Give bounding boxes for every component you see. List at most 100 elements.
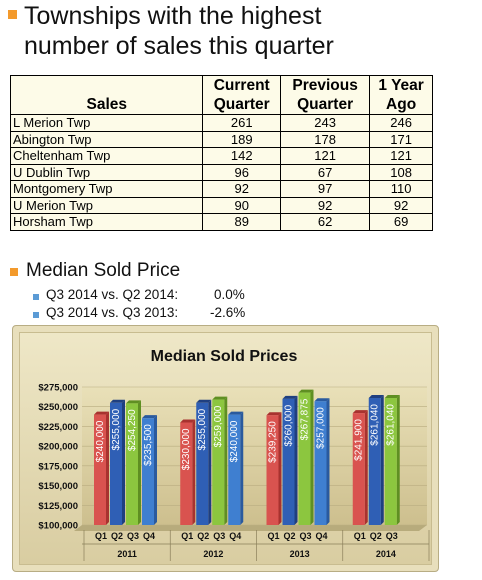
bar-side [192, 419, 196, 525]
median-sold-prices-chart: Median Sold Prices $100,000 $125,000 $150,… [38, 348, 430, 561]
x-quarter-label: Q1 [95, 531, 107, 541]
x-year-label: 2013 [290, 549, 310, 559]
bar-top [212, 396, 228, 400]
median-heading: Median Sold Price [26, 260, 181, 281]
x-quarter-label: Q3 [127, 531, 139, 541]
header-previous: Previous Quarter [279, 75, 371, 115]
bar-2011-q3 [126, 403, 138, 525]
median-item-2-bullet-icon [33, 312, 39, 318]
previous-quarter-value: 121 [279, 147, 371, 165]
median-item-2-value: -2.6% [210, 305, 246, 320]
bar-2013-q4 [314, 401, 327, 525]
year-ago-value: 108 [369, 163, 433, 181]
x-quarter-label: Q2 [370, 531, 382, 541]
bar-side [208, 399, 212, 525]
y-tick-label: $250,000 [38, 402, 78, 413]
median-item-1-bullet-icon [33, 294, 39, 300]
bar-2012-q3 [212, 399, 225, 525]
bar-top [314, 398, 330, 402]
header-current-line2: Quarter [213, 96, 270, 113]
previous-quarter-value: 62 [279, 213, 371, 231]
median-item-1-label: Q3 2014 vs. Q2 2014: [46, 287, 179, 302]
table-row: Montgomery Twp 92 97 110 [9, 180, 433, 198]
chart-title: Median Sold Prices [151, 348, 298, 365]
x-quarter-label: Q2 [283, 531, 295, 541]
bar-side [138, 400, 141, 525]
x-quarter-label: Q1 [354, 531, 366, 541]
township-name: L Merion Twp [9, 114, 204, 132]
year-ago-value: 110 [369, 180, 433, 198]
bar-side [364, 410, 368, 525]
x-quarter-label: Q3 [213, 531, 225, 541]
title-bullet-icon [8, 10, 17, 19]
bar-top [298, 389, 314, 393]
year-ago-value: 121 [369, 147, 433, 165]
bar-value-label: $240,000 [95, 420, 106, 462]
page-title-line1: Townships with the highest [24, 2, 322, 30]
x-quarter-label: Q2 [111, 531, 123, 541]
bar-top [282, 395, 298, 399]
median-item-2-label: Q3 2014 vs. Q3 2013: [46, 305, 179, 320]
previous-quarter-value: 92 [279, 196, 371, 214]
y-tick-label: $100,000 [38, 521, 78, 532]
sales-table: Sales Current Quarter Previous Quarter 1… [9, 75, 433, 231]
page-title-line2: number of sales this quarter [24, 32, 334, 60]
year-ago-value: 69 [369, 213, 433, 231]
x-year-label: 2011 [117, 549, 137, 559]
bar-2014-q3 [384, 398, 397, 525]
bar-2014-q1 [352, 413, 365, 525]
bar-2013-q3 [298, 392, 311, 525]
bar-2011-q1 [94, 414, 106, 525]
x-quarter-label: Q4 [143, 531, 155, 541]
current-quarter-value: 261 [202, 114, 281, 132]
bar-2011-q2 [110, 402, 122, 525]
bar-side [310, 389, 314, 525]
bar-2014-q2 [368, 398, 381, 525]
bar-value-label: $255,000 [111, 408, 122, 450]
x-quarter-label: Q1 [267, 531, 279, 541]
bar-value-label: $261,040 [370, 404, 381, 446]
previous-quarter-value: 97 [279, 180, 371, 198]
bar-top [228, 411, 244, 415]
bar-top [180, 419, 196, 423]
bar-top [126, 400, 141, 404]
bar-side [224, 396, 228, 525]
x-year-label: 2014 [376, 549, 396, 559]
bar-side [154, 415, 157, 525]
median-bullet-icon [10, 268, 18, 276]
previous-quarter-value: 243 [279, 114, 371, 132]
bar-top [368, 395, 384, 399]
bar-value-label: $230,000 [181, 428, 192, 470]
bar-side [326, 398, 330, 525]
bar-2012-q2 [196, 402, 209, 525]
header-sales-label: Sales [86, 96, 127, 113]
current-quarter-value: 96 [202, 163, 281, 181]
year-ago-value: 246 [369, 114, 433, 132]
bar-side [240, 411, 244, 525]
bar-side [106, 411, 109, 525]
header-year-ago: 1 Year Ago [369, 75, 433, 115]
header-year-ago-line2: Ago [386, 96, 417, 113]
table-header-row: Sales Current Quarter Previous Quarter 1… [9, 75, 433, 115]
bar-value-label: $261,040 [386, 404, 397, 446]
y-tick-label: $225,000 [38, 422, 78, 433]
x-quarter-label: Q4 [229, 531, 241, 541]
township-name: Abington Twp [9, 130, 204, 148]
bar-top [352, 410, 368, 414]
current-quarter-value: 89 [202, 213, 281, 231]
table-row: Abington Twp 189 178 171 [9, 130, 433, 148]
median-item-1-value: 0.0% [214, 287, 245, 302]
bar-value-label: $260,000 [284, 404, 295, 446]
x-year-label: 2012 [203, 549, 223, 559]
township-name: U Merion Twp [9, 196, 204, 214]
bar-top [110, 399, 125, 403]
township-name: Cheltenham Twp [9, 147, 204, 165]
bar-value-label: $241,900 [354, 419, 365, 461]
x-quarter-label: Q1 [181, 531, 193, 541]
township-name: U Dublin Twp [9, 163, 204, 181]
table-row: Cheltenham Twp 142 121 121 [9, 147, 433, 165]
y-tick-label: $175,000 [38, 461, 78, 472]
y-tick-label: $200,000 [38, 442, 78, 453]
year-ago-value: 92 [369, 196, 433, 214]
bar-value-label: $259,000 [213, 405, 224, 447]
